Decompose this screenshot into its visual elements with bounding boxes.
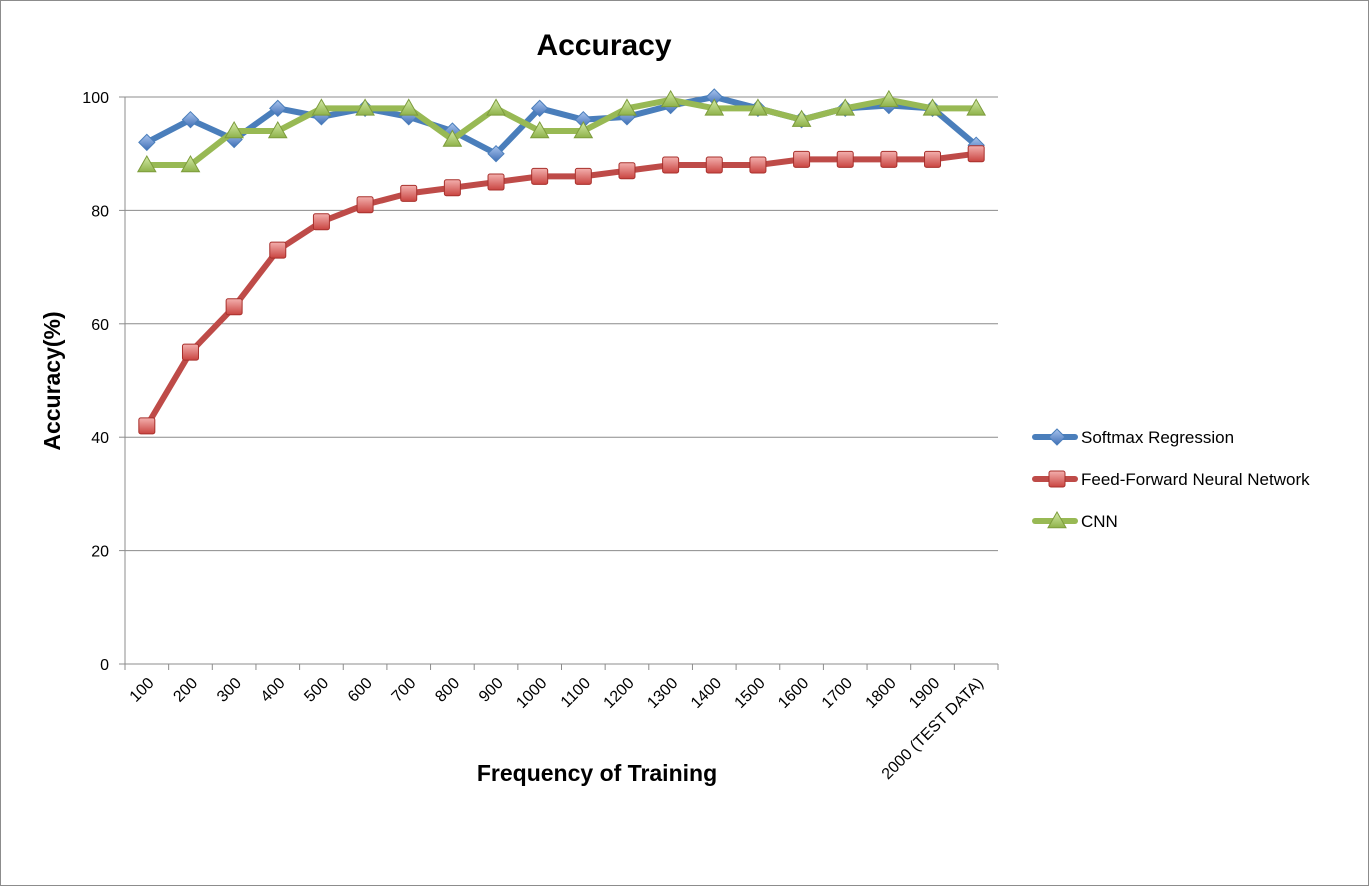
y-tick-label: 60 bbox=[91, 317, 109, 334]
x-tick-label: 1200 bbox=[601, 675, 638, 712]
y-tick-label: 100 bbox=[82, 90, 109, 107]
data-point-feed-forward-neural-network bbox=[531, 167, 549, 185]
data-point-feed-forward-neural-network bbox=[924, 150, 942, 168]
data-point-feed-forward-neural-network bbox=[356, 196, 374, 214]
y-tick-labels: 0 20 40 60 80 100 bbox=[82, 90, 109, 674]
series-feed-forward-neural-network bbox=[138, 145, 985, 435]
x-tick-label: 200 bbox=[170, 675, 201, 706]
legend-swatch-marker bbox=[1048, 428, 1066, 446]
data-point-cnn bbox=[617, 98, 637, 116]
data-point-cnn bbox=[966, 98, 987, 116]
x-tick-label: 800 bbox=[432, 675, 463, 706]
x-tick-label: 1300 bbox=[644, 675, 681, 712]
data-point-feed-forward-neural-network bbox=[574, 167, 592, 185]
x-tick-label: 700 bbox=[389, 675, 420, 706]
x-tick-label: 400 bbox=[258, 675, 289, 706]
data-point-cnn bbox=[704, 98, 725, 116]
series-line-cnn bbox=[143, 96, 980, 169]
legend-label: Feed-Forward Neural Network bbox=[1081, 470, 1310, 489]
legend-item-cnn: CNN bbox=[1032, 510, 1118, 531]
series-softmax-regression bbox=[138, 88, 985, 163]
data-point-feed-forward-neural-network bbox=[138, 417, 156, 435]
axes bbox=[119, 96, 999, 670]
data-point-feed-forward-neural-network bbox=[181, 343, 199, 361]
legend-swatch-marker bbox=[1048, 470, 1066, 488]
data-point-feed-forward-neural-network bbox=[400, 184, 418, 202]
data-point-feed-forward-neural-network bbox=[749, 156, 767, 174]
chart-title: Accuracy bbox=[536, 29, 671, 62]
series-line-feed-forward-neural-network bbox=[143, 150, 980, 429]
data-point-softmax-regression bbox=[530, 99, 549, 118]
series-cnn bbox=[136, 89, 987, 173]
data-point-feed-forward-neural-network bbox=[312, 213, 330, 231]
x-tick-label: 1700 bbox=[819, 675, 856, 712]
data-point-cnn bbox=[398, 98, 419, 116]
data-point-cnn bbox=[791, 109, 812, 127]
data-point-feed-forward-neural-network bbox=[225, 298, 243, 316]
data-point-feed-forward-neural-network bbox=[662, 156, 680, 174]
x-tick-label: 1600 bbox=[775, 675, 812, 712]
legend: Softmax Regression Feed-Forward Neural Ne… bbox=[1032, 428, 1310, 531]
data-point-cnn bbox=[835, 98, 856, 116]
x-tick-label: 1000 bbox=[513, 675, 550, 712]
legend-item-feed-forward-neural-network: Feed-Forward Neural Network bbox=[1032, 470, 1310, 489]
data-point-feed-forward-neural-network bbox=[836, 150, 854, 168]
y-tick-label: 20 bbox=[91, 544, 109, 561]
x-tick-label: 500 bbox=[301, 675, 332, 706]
data-point-cnn bbox=[355, 98, 375, 116]
x-tick-label: 100 bbox=[127, 675, 158, 706]
x-tick-label: 600 bbox=[345, 675, 376, 706]
data-point-cnn bbox=[879, 89, 899, 108]
gridlines bbox=[125, 96, 998, 552]
data-point-cnn bbox=[267, 121, 288, 139]
data-point-feed-forward-neural-network bbox=[705, 156, 723, 174]
y-tick-label: 40 bbox=[91, 430, 109, 447]
data-point-cnn bbox=[311, 98, 332, 116]
data-point-cnn bbox=[136, 155, 157, 173]
data-point-feed-forward-neural-network bbox=[880, 150, 898, 168]
data-point-feed-forward-neural-network bbox=[967, 145, 985, 163]
data-point-softmax-regression bbox=[487, 144, 505, 163]
x-tick-label: 1800 bbox=[863, 675, 900, 712]
x-tick-label: 900 bbox=[476, 675, 507, 706]
data-point-softmax-regression bbox=[269, 99, 287, 118]
legend-label: CNN bbox=[1081, 512, 1118, 531]
data-point-feed-forward-neural-network bbox=[793, 150, 811, 168]
data-point-cnn bbox=[573, 121, 594, 139]
series bbox=[136, 88, 987, 435]
x-tick-label: 1400 bbox=[688, 675, 725, 712]
data-point-softmax-regression bbox=[181, 110, 200, 129]
data-point-feed-forward-neural-network bbox=[487, 173, 505, 191]
x-tick-label: 1500 bbox=[732, 675, 769, 712]
legend-swatch-marker bbox=[1047, 510, 1067, 529]
y-tick-label: 0 bbox=[100, 657, 109, 674]
data-point-softmax-regression bbox=[138, 133, 156, 152]
data-point-feed-forward-neural-network bbox=[443, 179, 461, 197]
x-axis-title: Frequency of Training bbox=[477, 760, 717, 786]
data-point-cnn bbox=[180, 155, 201, 173]
data-point-cnn bbox=[922, 98, 943, 116]
data-point-cnn bbox=[442, 129, 463, 147]
data-point-cnn bbox=[486, 98, 506, 116]
data-point-cnn bbox=[660, 89, 681, 108]
y-axis-title: Accuracy(%) bbox=[39, 311, 65, 450]
legend-item-softmax-regression: Softmax Regression bbox=[1032, 428, 1234, 447]
x-tick-label: 300 bbox=[214, 675, 245, 706]
x-tick-label: 1100 bbox=[558, 675, 594, 711]
data-point-cnn bbox=[224, 121, 244, 139]
data-point-feed-forward-neural-network bbox=[269, 241, 287, 259]
legend-label: Softmax Regression bbox=[1081, 428, 1234, 447]
data-point-feed-forward-neural-network bbox=[618, 162, 636, 180]
data-point-cnn bbox=[529, 121, 550, 139]
x-tick-label: 1900 bbox=[906, 675, 943, 712]
y-tick-label: 80 bbox=[91, 203, 109, 220]
data-point-cnn bbox=[748, 98, 768, 116]
